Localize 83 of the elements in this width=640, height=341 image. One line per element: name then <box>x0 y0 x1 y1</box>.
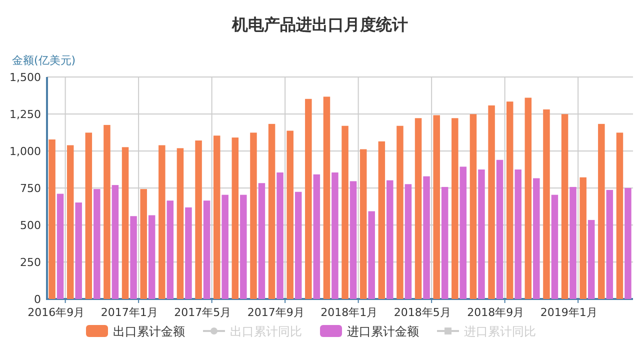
bar <box>551 194 558 299</box>
bar <box>48 139 56 299</box>
bar <box>104 124 110 299</box>
bar <box>313 174 320 299</box>
bar <box>561 114 568 299</box>
bar <box>332 172 338 299</box>
bar <box>305 98 312 299</box>
bar <box>414 118 422 299</box>
legend-label: 出口累计金额 <box>113 324 185 338</box>
bar <box>130 216 137 299</box>
bar <box>470 114 477 299</box>
x-tick-label: 2017年1月 <box>100 306 158 319</box>
bar <box>396 126 404 299</box>
bar <box>423 176 430 299</box>
bar <box>122 147 129 299</box>
bar <box>433 115 440 299</box>
bar <box>75 202 82 299</box>
bar <box>213 136 220 299</box>
bar <box>286 130 294 299</box>
bar <box>350 181 357 299</box>
bar <box>166 200 174 299</box>
bar <box>222 194 228 299</box>
y-tick-label: 500 <box>20 219 41 232</box>
bar <box>148 215 156 299</box>
bar <box>185 207 192 299</box>
bar <box>112 185 119 299</box>
y-tick-label: 250 <box>20 256 41 269</box>
bar <box>533 178 540 299</box>
x-tick-label: 2017年9月 <box>247 306 304 319</box>
bar <box>240 194 247 299</box>
bar <box>195 140 202 299</box>
bar <box>258 183 266 299</box>
bar <box>342 126 348 299</box>
bar <box>323 96 330 299</box>
bar <box>378 141 386 299</box>
bar <box>294 192 302 299</box>
x-tick-label: 2018年5月 <box>394 306 451 319</box>
bar <box>276 172 284 299</box>
bar <box>580 177 586 299</box>
bar <box>506 102 514 299</box>
bar <box>570 186 576 299</box>
bar <box>588 220 595 299</box>
bar <box>268 124 276 299</box>
bar <box>386 180 394 299</box>
bar <box>203 200 210 299</box>
bar <box>478 170 485 299</box>
bar <box>496 160 504 299</box>
y-tick-label: 0 <box>34 293 41 306</box>
chart-title: 机电产品进出口月度统计 <box>231 15 408 34</box>
y-tick-label: 1,000 <box>10 145 41 158</box>
bar <box>543 109 550 299</box>
bar <box>94 189 100 299</box>
bar <box>460 166 467 299</box>
bar <box>616 132 624 299</box>
bar <box>368 211 375 299</box>
x-tick-label: 2017年5月 <box>174 306 232 319</box>
bar <box>441 186 448 299</box>
y-tick-label: 1,250 <box>10 108 41 121</box>
bar <box>488 105 495 299</box>
x-tick-label: 2019年1月 <box>540 306 598 319</box>
x-tick-label: 2018年9月 <box>467 306 524 319</box>
y-tick-label: 750 <box>20 182 41 195</box>
bar <box>250 132 257 299</box>
y-tick-label: 1,500 <box>10 71 41 84</box>
y-axis-title: 金额(亿美元) <box>12 54 76 67</box>
bar <box>66 145 74 299</box>
x-tick-label: 2016年9月 <box>28 306 85 319</box>
bar <box>624 188 632 299</box>
bar <box>598 124 605 299</box>
bar <box>360 149 367 299</box>
bar <box>158 145 166 299</box>
legend-label: 进口累计金额 <box>347 324 419 338</box>
bar <box>232 138 239 299</box>
bar <box>85 132 92 299</box>
bar <box>452 118 458 299</box>
bar <box>606 190 614 299</box>
bar <box>140 189 147 299</box>
bar <box>176 148 184 299</box>
bar <box>524 98 532 299</box>
bar <box>514 170 522 299</box>
x-tick-label: 2018年1月 <box>320 306 378 319</box>
bar <box>56 194 64 299</box>
bar <box>404 184 412 299</box>
